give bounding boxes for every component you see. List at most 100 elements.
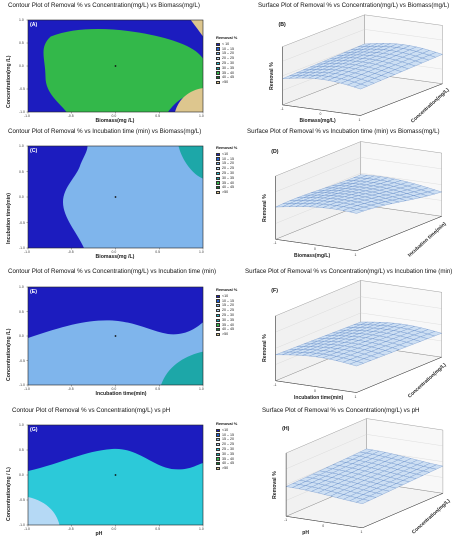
legend-entry: 20 – 25 [216, 56, 237, 61]
x-tick-label: -1 [273, 241, 277, 246]
legend-swatch [216, 318, 220, 322]
x-axis-label: Incubation time(min) [294, 394, 344, 401]
title-e: Contour Plot of Removal % vs Concentrati… [8, 268, 217, 275]
title-a: Contour Plot of Removal % vs Concentrati… [8, 2, 200, 9]
panel-label-a: (A) [30, 22, 38, 28]
depth-axis-line [356, 356, 442, 393]
y-tick-label: -1.0 [19, 246, 25, 250]
y-tick-label: 0.0 [19, 334, 24, 338]
panel-label-e: (E) [30, 289, 37, 295]
x-tick-label: -0.5 [67, 527, 74, 531]
legend-entry: 10 – 15 [216, 47, 237, 52]
x-axis-label: Biomass(mg/L) [299, 118, 336, 125]
legend: Removal % <10 10 – 15 15 – 20 20 – 25 25 – 30… [216, 421, 238, 471]
legend-swatch [216, 433, 220, 437]
y-tick-label: -1.0 [19, 523, 25, 527]
panel-label-f: (F) [271, 288, 278, 294]
legend-label: 10 – 15 [222, 432, 234, 437]
contour-band-35-40 [43, 29, 204, 112]
legend-title: Removal % [216, 421, 238, 426]
legend-label: 30 – 35 [222, 65, 234, 70]
legend-swatch [216, 328, 220, 332]
legend-label: >50 [222, 190, 229, 195]
x-tick-label: 0 [322, 524, 325, 529]
legend-label: 30 – 35 [222, 175, 234, 180]
title-d: Surface Plot of Removal % vs Incubation … [247, 128, 440, 135]
x-axis-label: Incubation time(min) [95, 391, 147, 397]
legend-title: Removal % [216, 35, 238, 40]
x-tick-label: 0.5 [155, 114, 160, 118]
legend-label: 15 – 20 [222, 303, 234, 308]
legend-label: 40 – 45 [222, 327, 234, 332]
surface-cell [349, 361, 365, 367]
legend-label: 40 – 45 [222, 185, 234, 190]
grid-line [275, 312, 361, 349]
legend-swatch [216, 452, 220, 456]
legend-label: <10 [222, 151, 229, 156]
x-tick-label: -1.0 [24, 527, 30, 531]
contour-band-20-25 [28, 497, 60, 525]
legend-label: >50 [222, 332, 229, 337]
depth-axis-line [362, 493, 443, 529]
legend-label: 30 – 35 [222, 317, 234, 322]
legend-swatch [216, 308, 220, 313]
legend-swatch [216, 447, 220, 451]
center-point-marker [114, 65, 117, 67]
x-axis-label: Biomass(mg /L) [95, 118, 135, 124]
legend-label: 10 – 15 [222, 298, 234, 303]
legend-entry: 35 – 40 [216, 323, 237, 328]
y-tick-label: -0.5 [19, 220, 25, 225]
legend-entry: 25 – 30 [216, 61, 237, 66]
legend-entry: 30 – 35 [216, 318, 237, 323]
legend-swatch [216, 52, 220, 56]
x-tick-label: 1.0 [199, 250, 204, 254]
grid-line [364, 29, 443, 41]
y-tick-label: -0.5 [19, 87, 25, 91]
legend-label: 35 – 40 [222, 70, 234, 75]
legend-swatch [216, 181, 220, 185]
contour-band-30-35 [161, 351, 203, 385]
x-tick-label: 1.0 [199, 527, 204, 531]
legend-label: 25 – 30 [222, 170, 234, 175]
legend-label: 35 – 40 [222, 322, 234, 327]
x-tick-label: 0.5 [155, 527, 160, 531]
legend-entry: 30 – 35 [216, 452, 237, 457]
legend-label: 10 – 15 [222, 46, 234, 51]
y-tick-label: 0.5 [19, 448, 24, 452]
y-tick-label: -0.5 [19, 498, 25, 502]
z-axis-label: Removal % [272, 470, 279, 499]
legend-swatch [216, 457, 220, 461]
grid-line [275, 157, 361, 193]
legend-swatch [216, 304, 220, 308]
grid-line [286, 434, 367, 470]
panel-label-c: (C) [30, 148, 38, 154]
legend-label: 35 – 40 [222, 456, 234, 461]
legend-entry: 40 – 45 [216, 327, 237, 332]
legend-entry: >50 [216, 466, 237, 471]
legend-entry: 15 – 20 [216, 161, 237, 166]
contour-band-15-20 [28, 320, 203, 385]
y-tick-label: 0.0 [19, 473, 24, 477]
legend-entry: 20 – 25 [216, 442, 237, 447]
title-c: Contour Plot of Removal % vs Incubation … [8, 128, 202, 135]
legend-label: < 10 [222, 41, 230, 46]
x-tick-label: 0.0 [111, 387, 117, 391]
x-axis-label: Biomass(mg/L) [294, 253, 331, 260]
legend-label: 20 – 25 [222, 166, 234, 171]
y-tick-label: -1.0 [19, 383, 25, 387]
y-tick-label: 1.0 [19, 423, 24, 427]
legend-entry: 20 – 25 [216, 308, 237, 313]
legend-entry: <10 [216, 294, 237, 299]
legend-swatch [216, 152, 220, 156]
y-tick-label: -1.0 [19, 110, 25, 114]
legend-entry: <10 [216, 428, 237, 433]
legend-swatch [216, 466, 220, 471]
x-tick-label: -1 [280, 106, 284, 111]
legend-label: <10 [222, 427, 229, 432]
legend-label: 25 – 30 [222, 60, 234, 65]
legend-swatch [216, 323, 220, 327]
